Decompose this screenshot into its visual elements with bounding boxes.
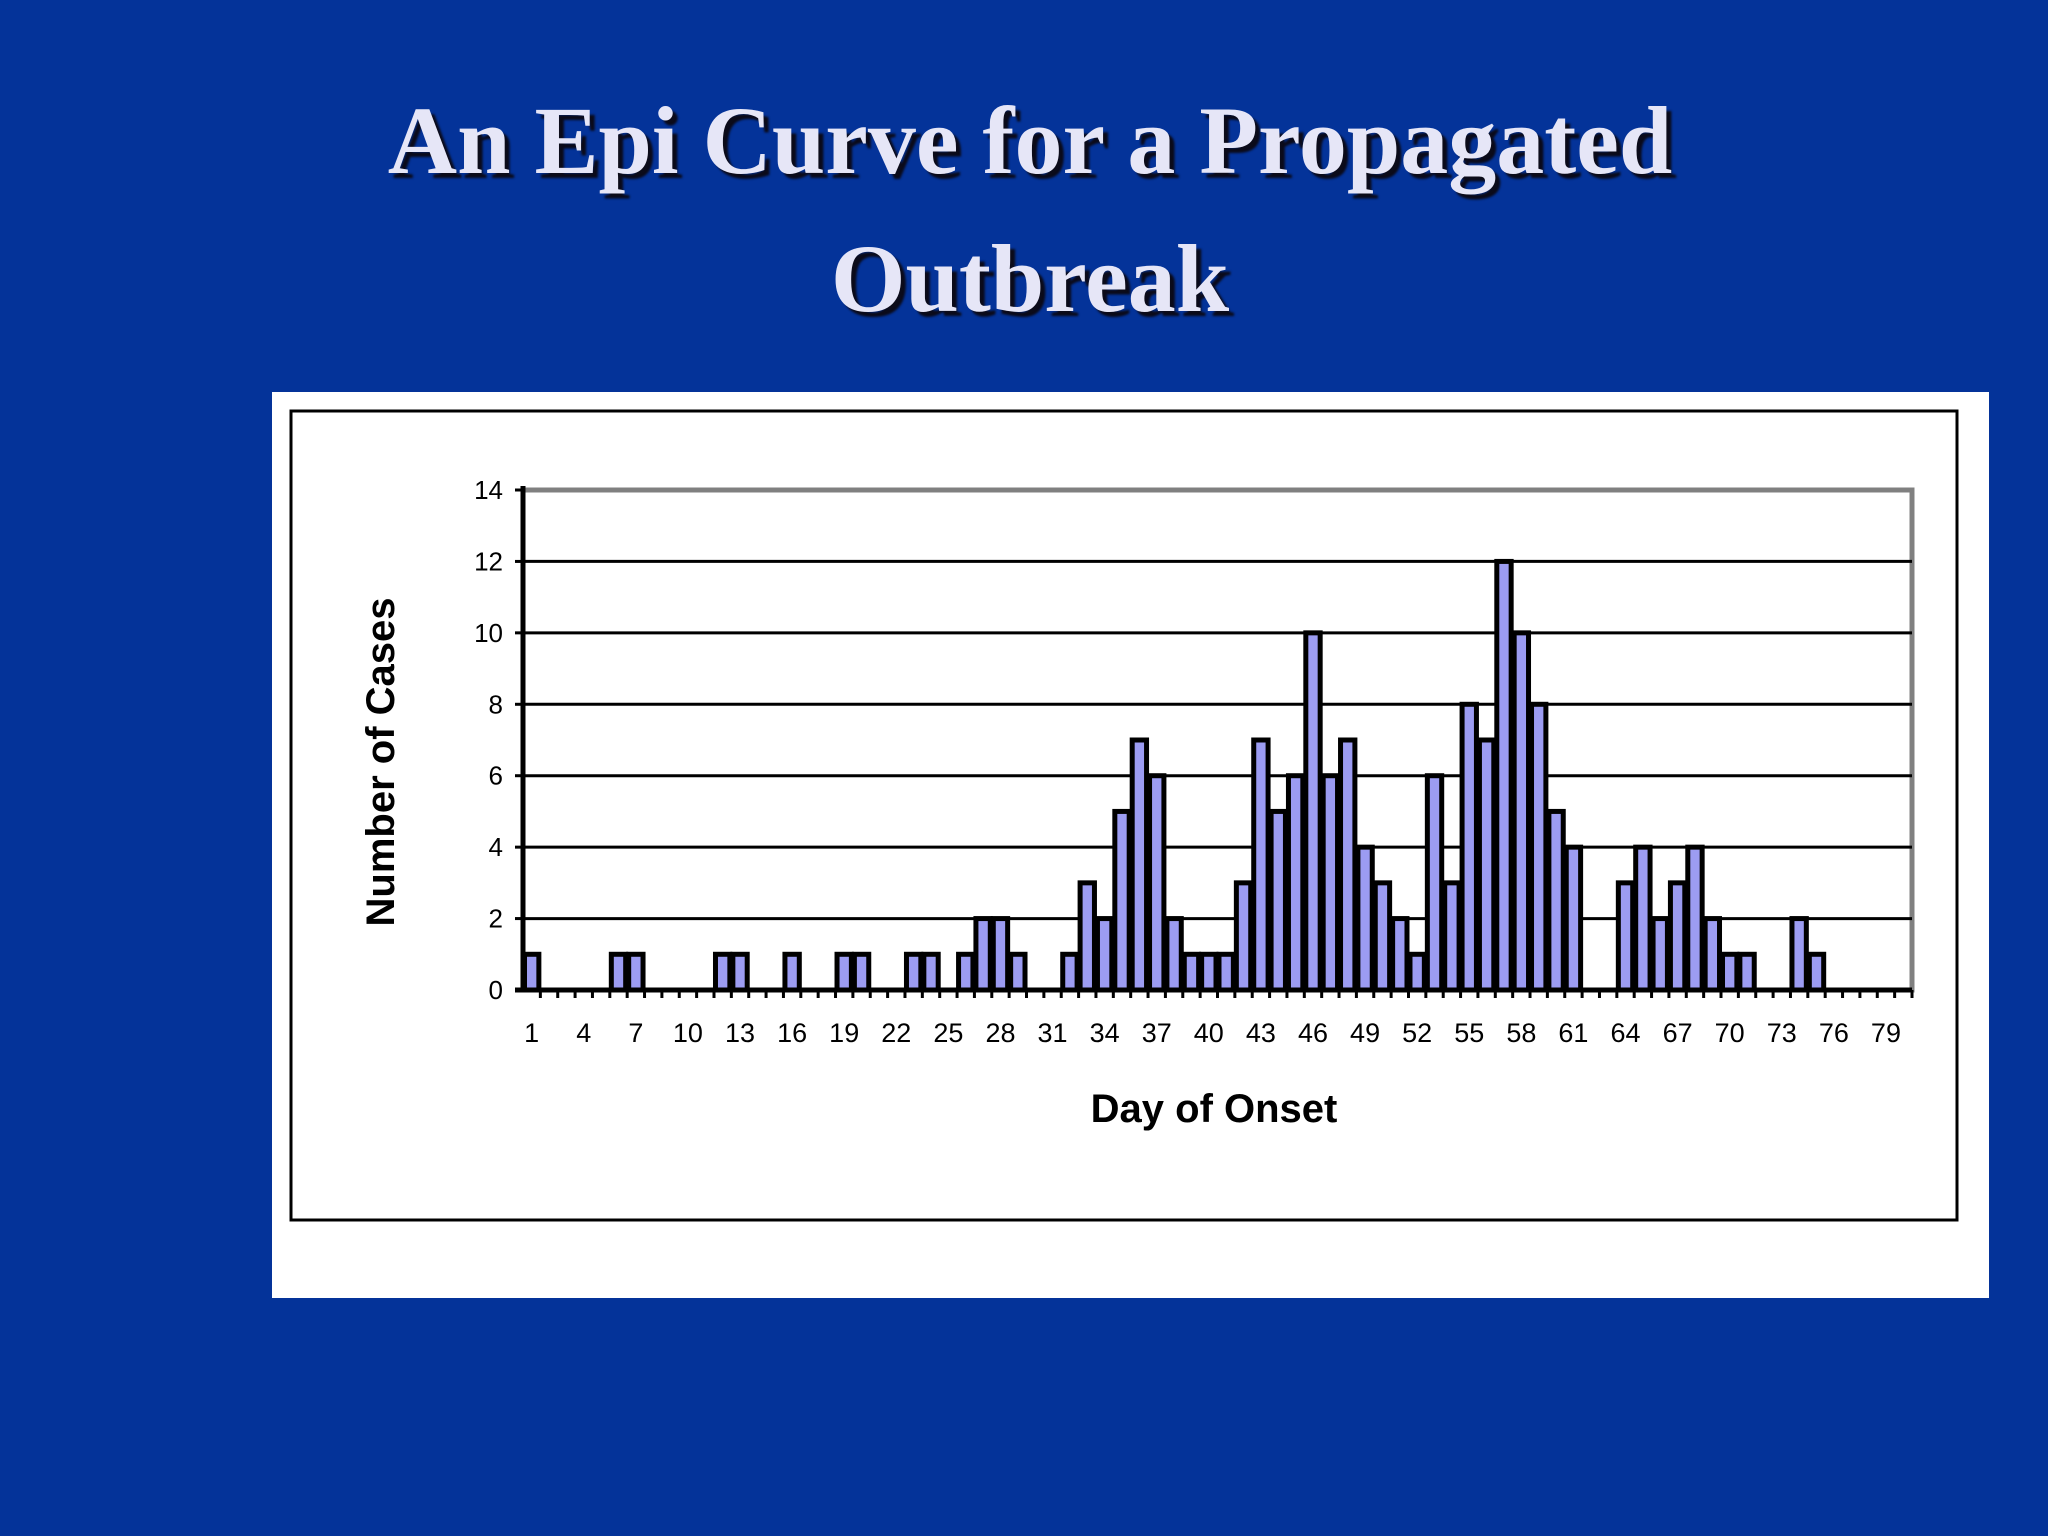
bar-day-68 [1685,844,1705,993]
x-tick-label: 34 [1090,1018,1120,1048]
x-tick-label: 31 [1038,1018,1068,1048]
bar-day-36 [1129,737,1150,993]
bar-day-24 [921,951,941,993]
x-tick-label: 55 [1454,1018,1484,1048]
bar-day-66 [1650,916,1670,993]
bar-day-6 [608,951,629,993]
bar-day-27 [973,916,993,993]
bar-day-12 [712,951,733,993]
slide-title-line-1: An Epi Curve for a Propagated [387,87,1673,194]
x-tick-label: 25 [933,1018,963,1048]
bar-day-74 [1789,916,1809,993]
x-tick-label: 1 [524,1018,539,1048]
x-tick-label: 37 [1142,1018,1172,1048]
bar-day-61 [1563,844,1584,993]
x-tick-label: 79 [1871,1018,1901,1048]
bar-day-56 [1476,737,1497,993]
bar-day-45 [1285,773,1306,993]
slide-title: An Epi Curve for a Propagated Outbreak [180,72,1880,348]
y-tick-label: 10 [474,618,503,648]
x-tick-label: 58 [1506,1018,1536,1048]
bar-day-51 [1390,916,1410,993]
y-tick-label: 8 [489,689,503,719]
x-axis-title: Day of Onset [1091,1087,1338,1131]
y-tick-label: 2 [489,904,503,934]
bar-day-53 [1424,773,1445,993]
bar-day-41 [1216,951,1236,993]
x-tick-label: 76 [1819,1018,1849,1048]
x-tick-label: 52 [1402,1018,1432,1048]
bar-day-33 [1077,880,1097,993]
y-tick-label: 6 [489,761,503,791]
y-tick-label: 4 [489,832,503,862]
y-tick-label: 12 [474,546,503,576]
bar-day-65 [1633,844,1653,993]
bar-day-69 [1702,916,1723,993]
bar-day-26 [956,951,976,993]
x-tick-label: 10 [673,1018,703,1048]
bar-day-37 [1147,773,1167,993]
bar-day-70 [1720,951,1740,993]
x-tick-label: 61 [1558,1018,1588,1048]
bar-day-44 [1268,808,1288,993]
bar-day-34 [1094,916,1115,993]
x-tick-label: 49 [1350,1018,1380,1048]
x-tick-label: 40 [1194,1018,1224,1048]
bar-day-16 [782,951,802,993]
bar-day-13 [730,951,750,993]
x-tick-label: 64 [1610,1018,1640,1048]
bar-day-1 [522,951,542,993]
x-tick-label: 73 [1767,1018,1797,1048]
bar-day-49 [1355,844,1375,993]
x-tick-label: 19 [829,1018,859,1048]
y-tick-label: 14 [474,475,503,505]
x-tick-label: 70 [1715,1018,1745,1048]
y-tick-label: 0 [489,975,503,1005]
bar-day-50 [1372,880,1393,993]
x-tick-label: 13 [725,1018,755,1048]
bar-day-19 [834,951,854,993]
bar-day-35 [1112,808,1132,993]
bar-day-39 [1181,951,1202,993]
slide-title-line-2: Outbreak [830,225,1230,332]
bar-day-52 [1407,951,1427,993]
bar-day-58 [1511,630,1532,993]
x-tick-label: 28 [985,1018,1015,1048]
bar-day-32 [1060,951,1080,993]
bar-day-43 [1251,737,1271,993]
bar-day-38 [1164,916,1184,993]
bar-day-75 [1806,951,1827,993]
bar-day-60 [1546,808,1566,993]
bar-day-42 [1233,880,1254,993]
bar-day-55 [1459,701,1479,993]
bar-day-40 [1199,951,1219,993]
x-tick-label: 7 [628,1018,643,1048]
x-tick-label: 67 [1663,1018,1693,1048]
bar-day-54 [1442,880,1462,993]
bar-day-48 [1338,737,1358,993]
bar-day-59 [1529,701,1549,993]
bar-day-47 [1320,773,1341,993]
bar-day-71 [1737,951,1757,993]
bar-day-28 [990,916,1011,993]
x-tick-label: 16 [777,1018,807,1048]
bar-day-23 [903,951,924,993]
bar-day-57 [1494,558,1514,993]
bar-day-46 [1303,630,1323,993]
bar-day-20 [851,951,872,993]
x-tick-label: 46 [1298,1018,1328,1048]
y-axis-title: Number of Cases [359,598,403,927]
chart-panel: 0 2 4 6 8 10 12 14 1 4 7 10 13 16 19 22 25 28 31 34 37 40 43 46… [272,392,1989,1298]
bar-day-7 [626,951,646,993]
x-tick-label: 43 [1246,1018,1276,1048]
bar-day-29 [1008,951,1028,993]
x-tick-label: 4 [576,1018,591,1048]
bar-day-67 [1667,880,1688,993]
bar-day-64 [1615,880,1636,993]
x-tick-label: 22 [881,1018,911,1048]
